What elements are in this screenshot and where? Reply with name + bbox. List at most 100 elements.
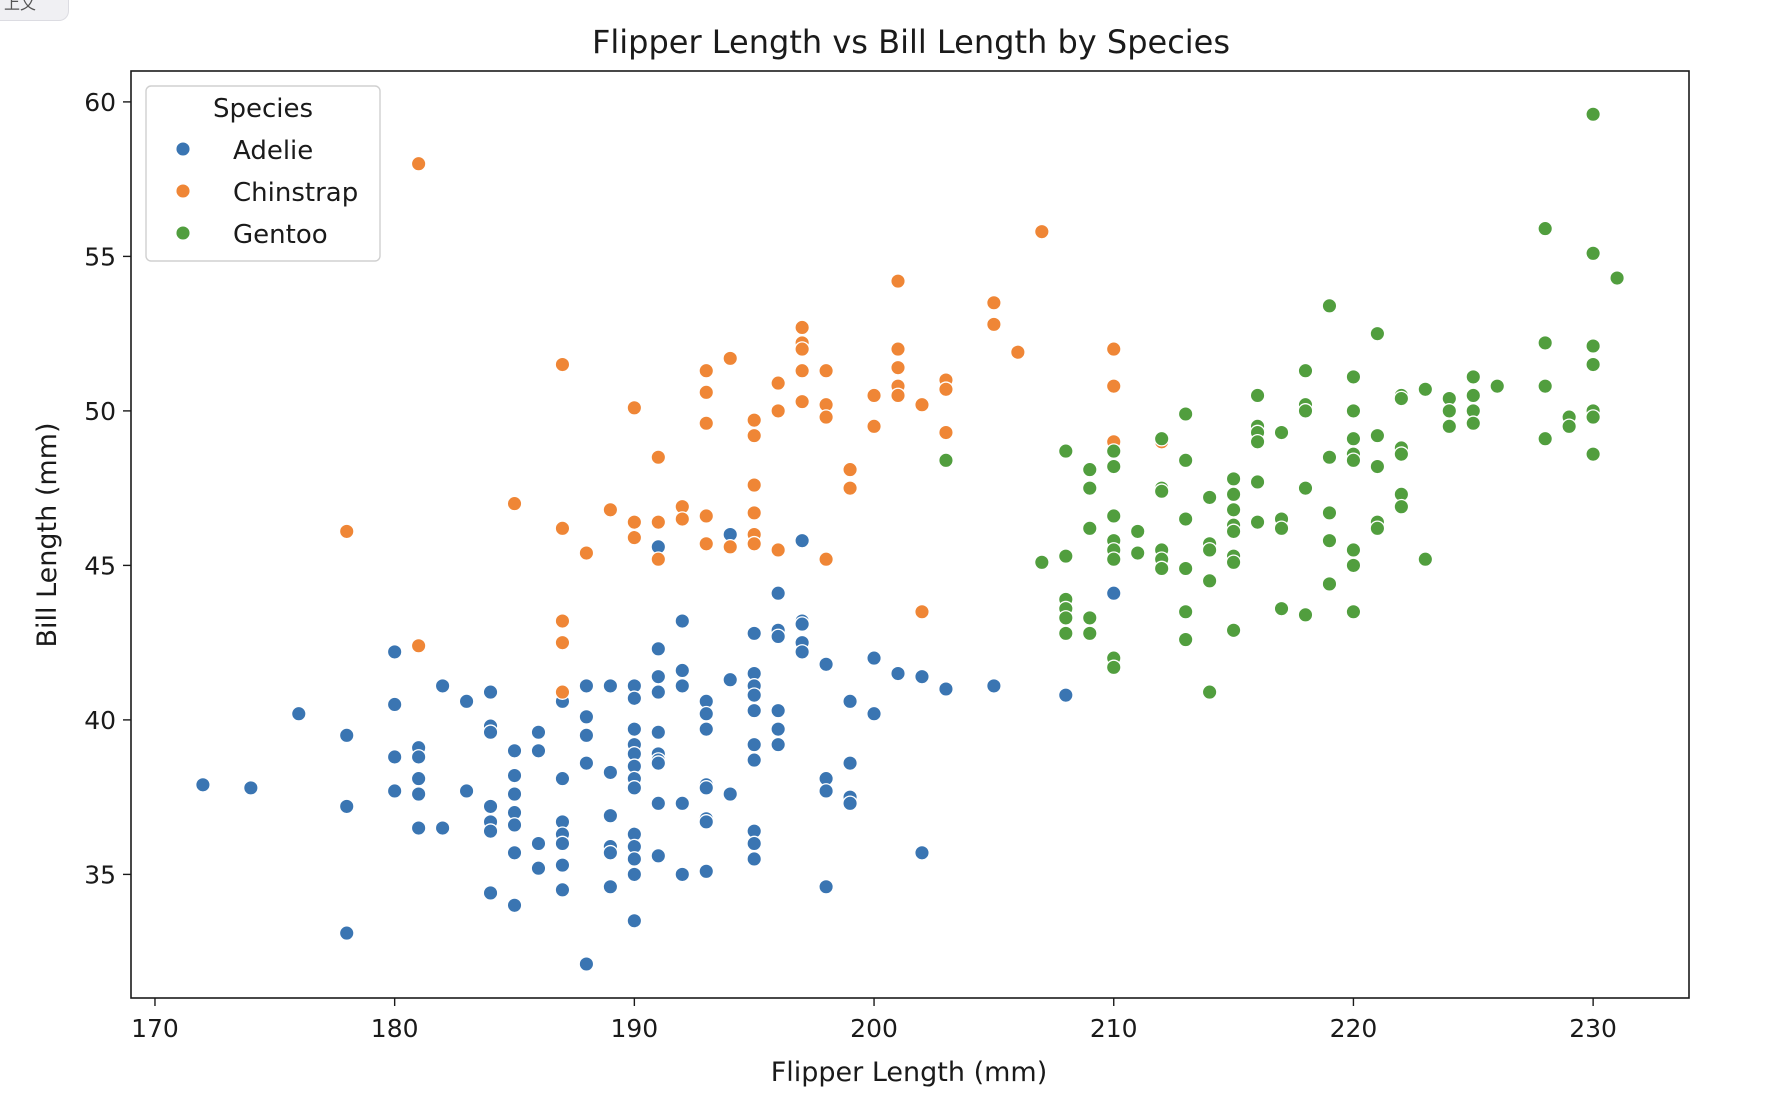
data-point-gentoo	[1489, 378, 1506, 395]
data-point-adelie	[746, 736, 763, 753]
data-point-adelie	[794, 532, 810, 549]
data-point-adelie	[722, 671, 739, 688]
data-point-adelie	[626, 912, 643, 929]
data-point-adelie	[674, 662, 691, 679]
data-point-gentoo	[1321, 297, 1338, 314]
data-point-chinstrap	[818, 409, 834, 425]
data-point-chinstrap	[794, 393, 810, 410]
data-point-gentoo	[1201, 489, 1218, 506]
legend-marker-chinstrap	[175, 183, 191, 199]
data-point-adelie	[195, 776, 211, 793]
data-point-gentoo	[1561, 418, 1578, 435]
data-point-adelie	[242, 780, 259, 796]
data-point-adelie	[890, 665, 906, 682]
data-point-adelie	[674, 678, 691, 694]
data-point-adelie	[842, 755, 858, 772]
y-tick-label: 45	[84, 551, 116, 580]
data-point-adelie	[650, 668, 667, 685]
data-point-gentoo	[1585, 245, 1601, 262]
data-point-adelie	[506, 897, 523, 914]
data-point-gentoo	[1177, 560, 1194, 577]
data-point-adelie	[770, 702, 787, 719]
y-tick-label: 60	[84, 88, 116, 117]
data-point-gentoo	[1081, 461, 1098, 478]
data-point-gentoo	[1225, 622, 1242, 639]
data-point-chinstrap	[890, 341, 906, 357]
data-point-adelie	[698, 814, 715, 830]
data-point-chinstrap	[842, 480, 858, 496]
corner-tab[interactable]: 上文	[0, 0, 69, 21]
data-point-chinstrap	[866, 418, 882, 435]
y-axis-title: Bill Length (mm)	[32, 423, 63, 648]
data-point-adelie	[602, 807, 619, 824]
data-point-adelie	[530, 724, 547, 741]
data-point-gentoo	[1345, 452, 1362, 469]
scatter-points	[195, 106, 1625, 972]
data-point-gentoo	[1369, 458, 1386, 475]
data-point-chinstrap	[698, 508, 715, 524]
data-point-chinstrap	[578, 545, 595, 561]
data-point-gentoo	[1465, 387, 1482, 404]
series-adelie	[195, 526, 1122, 972]
data-point-gentoo	[1057, 610, 1074, 626]
data-point-adelie	[698, 780, 715, 796]
data-point-adelie	[938, 681, 954, 697]
data-point-adelie	[818, 783, 834, 799]
data-point-gentoo	[1273, 520, 1290, 537]
data-point-adelie	[674, 866, 691, 883]
data-point-gentoo	[1177, 631, 1194, 648]
data-point-gentoo	[1129, 523, 1146, 540]
data-point-chinstrap	[914, 396, 930, 413]
data-point-gentoo	[1273, 600, 1290, 617]
data-point-gentoo	[1321, 576, 1338, 592]
data-point-chinstrap	[626, 529, 643, 546]
data-point-adelie	[530, 835, 547, 852]
data-point-adelie	[530, 860, 547, 877]
data-point-chinstrap	[794, 341, 810, 357]
data-point-chinstrap	[410, 637, 427, 654]
data-point-gentoo	[1297, 403, 1314, 419]
data-point-gentoo	[1393, 390, 1410, 407]
data-point-gentoo	[1345, 557, 1362, 574]
data-point-adelie	[506, 742, 523, 759]
data-point-adelie	[482, 823, 499, 839]
data-point-chinstrap	[650, 551, 667, 568]
data-point-gentoo	[1177, 603, 1194, 620]
data-point-chinstrap	[866, 387, 882, 404]
data-point-chinstrap	[410, 155, 427, 172]
x-axis: 170 180 190 200 210 220 230	[131, 998, 1617, 1043]
data-point-gentoo	[1081, 610, 1098, 626]
data-point-chinstrap	[986, 294, 1002, 311]
data-point-chinstrap	[554, 356, 571, 373]
data-point-gentoo	[1345, 369, 1362, 385]
data-point-gentoo	[1249, 474, 1266, 490]
data-point-adelie	[578, 708, 595, 725]
data-point-gentoo	[1105, 508, 1122, 524]
y-tick-label: 40	[84, 706, 116, 735]
data-point-gentoo	[1105, 458, 1122, 475]
data-point-gentoo	[1321, 449, 1338, 466]
legend-label-gentoo: Gentoo	[233, 220, 328, 250]
data-point-gentoo	[1369, 427, 1386, 444]
data-point-adelie	[506, 817, 523, 833]
data-point-adelie	[602, 844, 619, 861]
data-point-adelie	[530, 742, 547, 759]
data-point-adelie	[578, 956, 595, 972]
data-point-gentoo	[1417, 551, 1434, 568]
data-point-adelie	[770, 736, 787, 753]
data-point-adelie	[410, 820, 427, 836]
data-point-gentoo	[1273, 424, 1290, 441]
data-point-gentoo	[1225, 471, 1242, 487]
data-point-chinstrap	[746, 427, 763, 444]
data-point-adelie	[434, 678, 451, 694]
data-point-adelie	[458, 693, 475, 710]
data-point-gentoo	[1105, 443, 1122, 459]
data-point-chinstrap	[938, 424, 954, 441]
legend-entries: Adelie Chinstrap Gentoo	[175, 136, 358, 250]
data-point-gentoo	[1249, 433, 1266, 450]
data-point-adelie	[482, 684, 499, 700]
data-point-chinstrap	[842, 461, 858, 478]
data-point-chinstrap	[674, 511, 691, 527]
data-point-chinstrap	[746, 535, 763, 552]
data-point-gentoo	[1225, 501, 1242, 518]
